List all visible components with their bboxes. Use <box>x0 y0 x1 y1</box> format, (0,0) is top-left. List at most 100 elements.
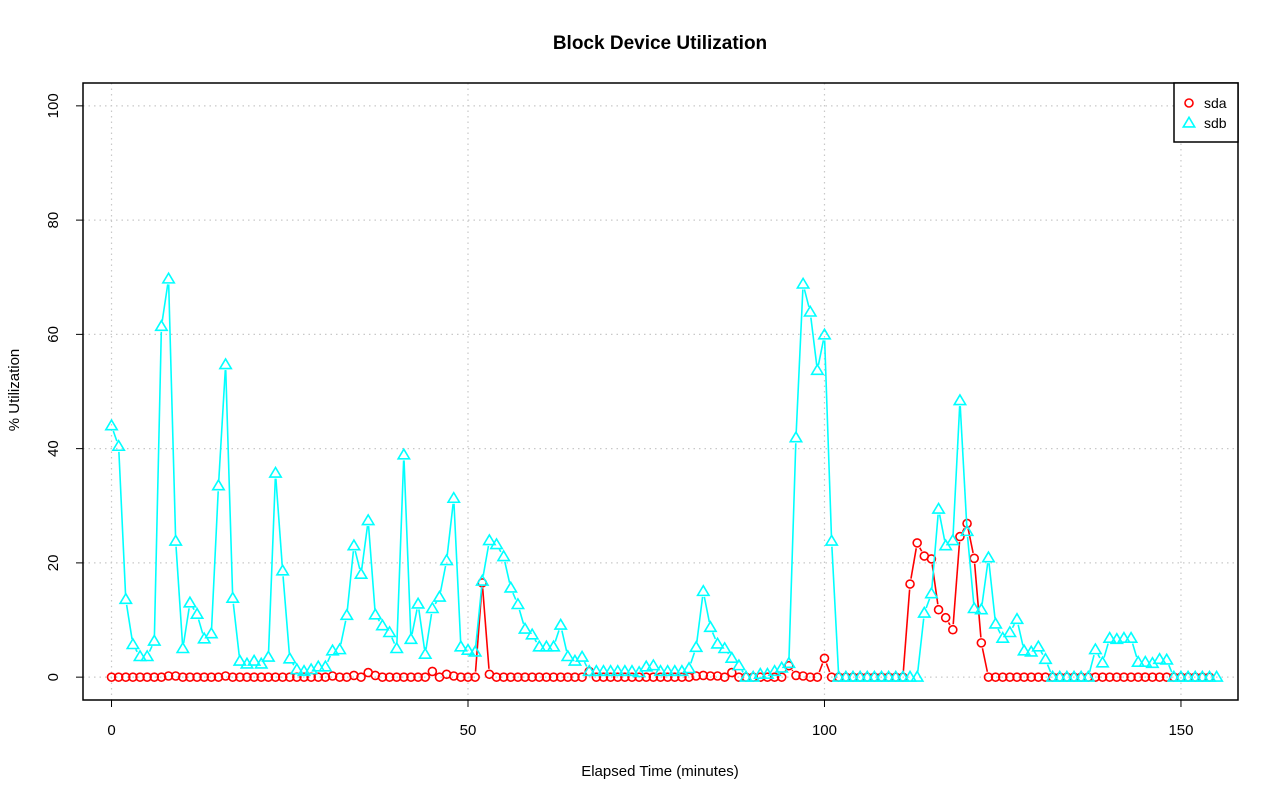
series-segment <box>418 609 426 649</box>
data-point <box>933 604 944 615</box>
data-point <box>503 580 518 593</box>
data-point <box>389 641 404 654</box>
data-point <box>1131 655 1146 668</box>
data-point <box>677 672 687 682</box>
data-point <box>346 538 362 551</box>
data-point <box>1066 669 1082 682</box>
series-segment <box>346 551 355 611</box>
data-point <box>1166 669 1181 682</box>
data-point <box>505 672 516 682</box>
series-segment <box>474 586 483 647</box>
data-point <box>570 672 580 682</box>
data-point <box>460 643 476 656</box>
series-segment <box>282 576 291 654</box>
data-point <box>940 612 951 623</box>
legend-marker-sdb <box>1181 115 1197 128</box>
series-segment <box>817 340 825 366</box>
data-point <box>952 393 968 406</box>
series-segment <box>534 639 538 643</box>
data-point <box>838 669 853 682</box>
data-point <box>439 553 454 566</box>
series-segment <box>118 451 127 594</box>
data-point <box>612 672 623 682</box>
series-segment <box>696 596 704 643</box>
x-tick-label: 0 <box>107 722 115 739</box>
series-segment <box>810 317 818 365</box>
series-segment <box>831 546 840 672</box>
series-segment <box>952 542 961 625</box>
data-point <box>199 672 210 682</box>
data-point <box>1116 631 1132 644</box>
data-point <box>232 653 247 666</box>
data-point <box>496 549 511 562</box>
x-axis: 0 50 100 150 <box>107 699 1193 739</box>
y-tick-label: 80 <box>45 212 62 229</box>
series-segment <box>952 406 961 536</box>
series-segment <box>360 525 369 569</box>
data-point <box>356 672 366 682</box>
data-point <box>163 671 174 681</box>
series-segment <box>741 669 744 673</box>
data-point <box>334 672 345 682</box>
data-point <box>620 672 630 682</box>
data-point <box>1145 656 1160 669</box>
data-point <box>270 672 281 682</box>
data-point <box>525 627 540 640</box>
data-point <box>1088 642 1103 655</box>
x-tick-label: 100 <box>812 722 837 739</box>
series-segment <box>916 618 925 672</box>
data-point <box>696 584 711 597</box>
data-point <box>931 501 946 514</box>
series-segment <box>182 608 190 644</box>
series-segment <box>354 550 361 570</box>
data-point <box>810 363 825 376</box>
series-segment <box>988 563 996 619</box>
data-point <box>192 672 202 682</box>
data-point <box>881 669 896 682</box>
data-point <box>710 636 725 649</box>
series-segment <box>795 289 804 433</box>
data-point <box>1017 643 1032 656</box>
series-segment <box>112 430 118 442</box>
series-segment <box>902 589 911 672</box>
data-point <box>332 642 347 655</box>
data-point <box>874 669 889 682</box>
series-segment <box>1011 623 1016 629</box>
series-segment <box>396 460 405 644</box>
series-segment <box>919 547 923 552</box>
data-point <box>104 418 119 431</box>
data-point <box>410 596 426 609</box>
data-point <box>268 465 283 478</box>
series-segment <box>1103 643 1109 658</box>
data-point <box>1045 669 1060 682</box>
data-point <box>726 667 737 678</box>
series-segment <box>481 588 490 669</box>
data-point <box>263 672 274 682</box>
series-segment <box>391 637 396 644</box>
data-point <box>396 447 411 460</box>
data-point <box>817 327 832 340</box>
data-point <box>128 672 138 682</box>
series-segment <box>512 592 517 600</box>
data-point <box>282 651 297 664</box>
data-point <box>912 538 922 548</box>
series-segment <box>403 460 412 634</box>
data-point <box>1152 652 1167 665</box>
series-segment <box>1168 664 1173 673</box>
data-point <box>831 669 846 682</box>
data-point <box>669 672 680 682</box>
series-segment <box>135 648 138 653</box>
series-segment <box>1017 624 1024 646</box>
data-point <box>1059 669 1074 682</box>
y-axis-label: % Utilization <box>6 349 23 432</box>
data-point <box>1173 669 1189 682</box>
data-point <box>425 601 440 614</box>
data-point <box>705 671 716 681</box>
y-tick-label: 100 <box>45 93 62 118</box>
data-point <box>1095 655 1110 668</box>
data-point <box>1005 672 1015 682</box>
data-point <box>703 620 718 633</box>
data-point <box>377 672 388 682</box>
legend: sda sdb <box>1173 82 1239 143</box>
series-layer <box>104 271 1224 682</box>
